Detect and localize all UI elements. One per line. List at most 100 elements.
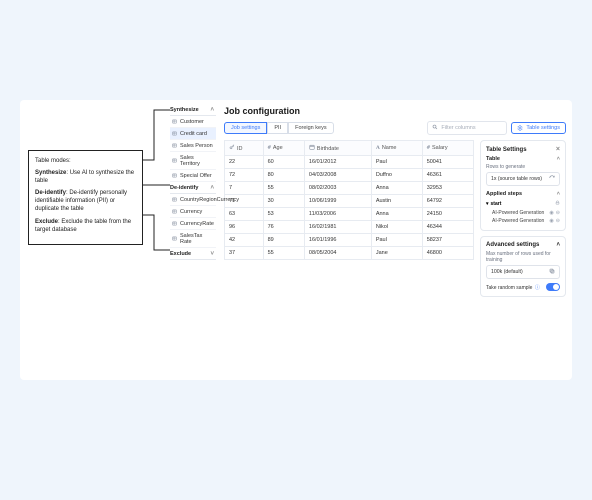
- data-table-wrap: ID#AgeBirthdateAName#Salary 226016/01/20…: [224, 140, 474, 374]
- column-header[interactable]: AName: [371, 141, 422, 156]
- tab-pii[interactable]: PII: [267, 122, 288, 134]
- table-cell: 46344: [422, 221, 473, 234]
- table-cell: 46800: [422, 247, 473, 260]
- table-row[interactable]: 635311/03/2006Anna24150: [225, 208, 474, 221]
- rows-to-generate-select[interactable]: 1x (source table rows): [486, 172, 560, 186]
- table-cell: 46361: [422, 169, 473, 182]
- mode-item-label: Customer: [180, 119, 204, 125]
- table-cell: 32953: [422, 182, 473, 195]
- search-input[interactable]: [441, 125, 502, 131]
- step-root[interactable]: ▾ start: [486, 200, 560, 207]
- step-item[interactable]: AI-Powered Generation◉⊖: [492, 209, 560, 217]
- column-header[interactable]: #Age: [263, 141, 304, 156]
- table-cell: Paul: [371, 156, 422, 169]
- table-cell: 76: [263, 221, 304, 234]
- advanced-card: Advanced settings ˄ Max number of rows u…: [480, 236, 566, 297]
- table-cell: 55: [263, 182, 304, 195]
- table-cell: 89: [263, 234, 304, 247]
- table-row[interactable]: 226016/01/2012Paul50041: [225, 156, 474, 169]
- column-header[interactable]: #Salary: [422, 141, 473, 156]
- toggle-label: Take random sample: [486, 285, 532, 291]
- triangle-down-icon: ▾: [486, 201, 489, 207]
- mode-item-label: SalesTax Rate: [180, 233, 214, 245]
- settings-title: Table Settings: [486, 147, 527, 153]
- mode-item-label: Sales Territory: [180, 155, 214, 167]
- chevron-icon: ˄: [210, 107, 214, 113]
- mode-item-label: Sales Person: [180, 143, 213, 149]
- tabs: Job settingsPIIForeign keys: [224, 122, 334, 134]
- table-cell: 80: [263, 169, 304, 182]
- mode-item-label: Credit card: [180, 131, 207, 137]
- chevron-up-icon: ˄: [556, 242, 560, 248]
- info-icon[interactable]: ⓘ: [535, 285, 540, 291]
- table-cell: 16/01/1996: [304, 234, 371, 247]
- toolbar: Job settingsPIIForeign keys Table settin…: [224, 121, 566, 135]
- table-row[interactable]: 728004/03/2008Duffno46361: [225, 169, 474, 182]
- rows-to-generate-label: Rows to generate: [486, 164, 560, 170]
- num-icon: #: [268, 145, 271, 151]
- table-cell: 08/02/2003: [304, 182, 371, 195]
- table-row[interactable]: 428916/01/1996Paul58237: [225, 234, 474, 247]
- table-cell: 11/03/2006: [304, 208, 371, 221]
- side-panel: Table Settings × Table ˄ Rows to generat…: [480, 140, 566, 374]
- tab-job-settings[interactable]: Job settings: [224, 122, 267, 134]
- table-cell: 64792: [422, 195, 473, 208]
- app-panel: Table modes: Synthesize: Use AI to synth…: [20, 100, 572, 380]
- chevron-up-icon: ˄: [557, 191, 560, 197]
- table-row[interactable]: 967616/02/1981Nikol46344: [225, 221, 474, 234]
- section-table-header[interactable]: Table ˄: [486, 156, 560, 162]
- search-box[interactable]: [427, 121, 507, 135]
- gear-icon: [517, 125, 523, 131]
- connector-lines: [20, 100, 180, 300]
- settings-card: Table Settings × Table ˄ Rows to generat…: [480, 140, 566, 231]
- table-cell: 37: [225, 247, 264, 260]
- section-steps-header[interactable]: Applied steps ˄: [486, 191, 560, 197]
- search-icon: [432, 124, 438, 132]
- table-cell: 58237: [422, 234, 473, 247]
- delete-icon[interactable]: ⊖: [556, 210, 560, 216]
- random-sample-toggle[interactable]: [546, 283, 560, 291]
- copy-icon[interactable]: [549, 268, 555, 276]
- mode-item-label: CurrencyRate: [180, 221, 214, 227]
- table-cell: Anna: [371, 182, 422, 195]
- table-cell: 16/01/2012: [304, 156, 371, 169]
- table-row[interactable]: 375508/05/2004Jane46800: [225, 247, 474, 260]
- column-header[interactable]: ID: [225, 141, 264, 156]
- table-cell: 72: [225, 169, 264, 182]
- column-header[interactable]: Birthdate: [304, 141, 371, 156]
- table-row[interactable]: 75508/02/2003Anna32953: [225, 182, 474, 195]
- chevron-up-icon: ˄: [557, 156, 560, 162]
- table-cell: Duffno: [371, 169, 422, 182]
- table-cell: 53: [263, 208, 304, 221]
- table-cell: Anna: [371, 208, 422, 221]
- txt-icon: A: [376, 145, 380, 151]
- table-cell: 22: [225, 156, 264, 169]
- table-cell: 96: [225, 221, 264, 234]
- step-item[interactable]: AI-Powered Generation◉⊖: [492, 217, 560, 225]
- table-cell: 10/06/1999: [304, 195, 371, 208]
- table-cell: Austin: [371, 195, 422, 208]
- cal-icon: [309, 146, 315, 152]
- table-cell: 24150: [422, 208, 473, 221]
- mode-item-label: Special Offer: [180, 173, 212, 179]
- data-table: ID#AgeBirthdateAName#Salary 226016/01/20…: [224, 140, 474, 260]
- max-rows-select[interactable]: 100k (default): [486, 265, 560, 279]
- delete-icon[interactable]: ⊖: [556, 218, 560, 224]
- table-cell: 30: [263, 195, 304, 208]
- table-cell: Nikol: [371, 221, 422, 234]
- tab-foreign-keys[interactable]: Foreign keys: [288, 122, 334, 134]
- mode-item-label: Currency: [180, 209, 202, 215]
- table-cell: 16/02/1981: [304, 221, 371, 234]
- chevron-icon: ˄: [210, 185, 214, 191]
- table-row[interactable]: 713010/06/1999Austin64792: [225, 195, 474, 208]
- eye-icon[interactable]: ◉: [549, 218, 553, 224]
- eye-icon[interactable]: ◉: [549, 210, 553, 216]
- close-icon[interactable]: ×: [556, 146, 560, 153]
- table-cell: 50041: [422, 156, 473, 169]
- table-settings-button[interactable]: Table settings: [511, 122, 566, 134]
- key-icon: [229, 146, 235, 152]
- table-cell: 63: [225, 208, 264, 221]
- num-icon: #: [427, 145, 430, 151]
- refresh-icon[interactable]: [549, 175, 555, 183]
- applied-steps: ▾ start AI-Powered Generation◉⊖AI-Powere…: [486, 200, 560, 225]
